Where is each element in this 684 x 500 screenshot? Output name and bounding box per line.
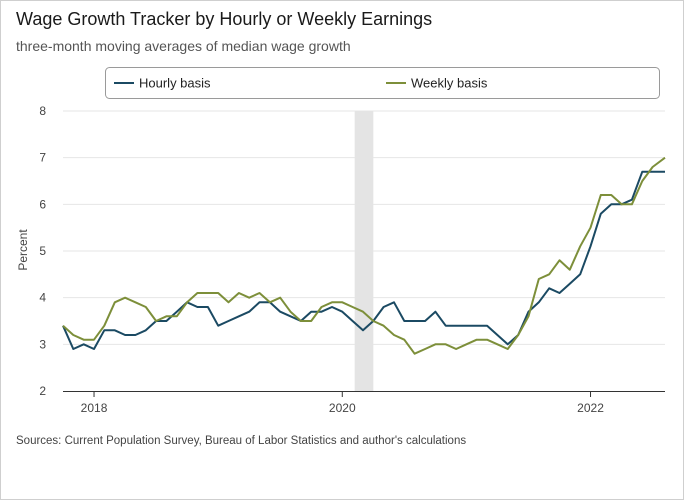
series-line-weekly xyxy=(62,156,666,355)
y-tick-label: 4 xyxy=(39,291,46,305)
chart-title: Wage Growth Tracker by Hourly or Weekly … xyxy=(16,9,433,29)
y-axis-label: Percent xyxy=(16,229,30,271)
legend-label-hourly: Hourly basis xyxy=(139,76,211,91)
x-tick-label: 2020 xyxy=(329,401,356,415)
y-tick-label: 6 xyxy=(39,197,46,211)
chart-subtitle: three-month moving averages of median wa… xyxy=(16,38,351,54)
x-axis: 2018 2020 2022 xyxy=(63,391,665,415)
x-tick-label: 2018 xyxy=(81,401,108,415)
x-tick-label: 2022 xyxy=(577,401,604,415)
source-note: Sources: Current Population Survey, Bure… xyxy=(16,435,467,447)
series-line-hourly xyxy=(62,170,665,350)
y-tick-label: 8 xyxy=(39,104,46,118)
recession-shading xyxy=(354,111,374,391)
series-lines xyxy=(62,156,666,355)
legend-label-weekly: Weekly basis xyxy=(411,76,488,91)
y-tick-label: 5 xyxy=(39,244,46,258)
recession-shading-group xyxy=(354,111,374,391)
line-chart: 2 3 4 5 6 7 8 2018 2020 2022 Percent Hourly basi… xyxy=(16,67,666,415)
y-tick-label: 2 xyxy=(39,384,46,398)
legend: Hourly basis Weekly basis xyxy=(105,67,660,99)
y-tick-label: 7 xyxy=(39,151,46,165)
y-axis: 2 3 4 5 6 7 8 xyxy=(39,104,46,398)
y-tick-label: 3 xyxy=(39,337,46,351)
legend-box xyxy=(105,67,660,99)
